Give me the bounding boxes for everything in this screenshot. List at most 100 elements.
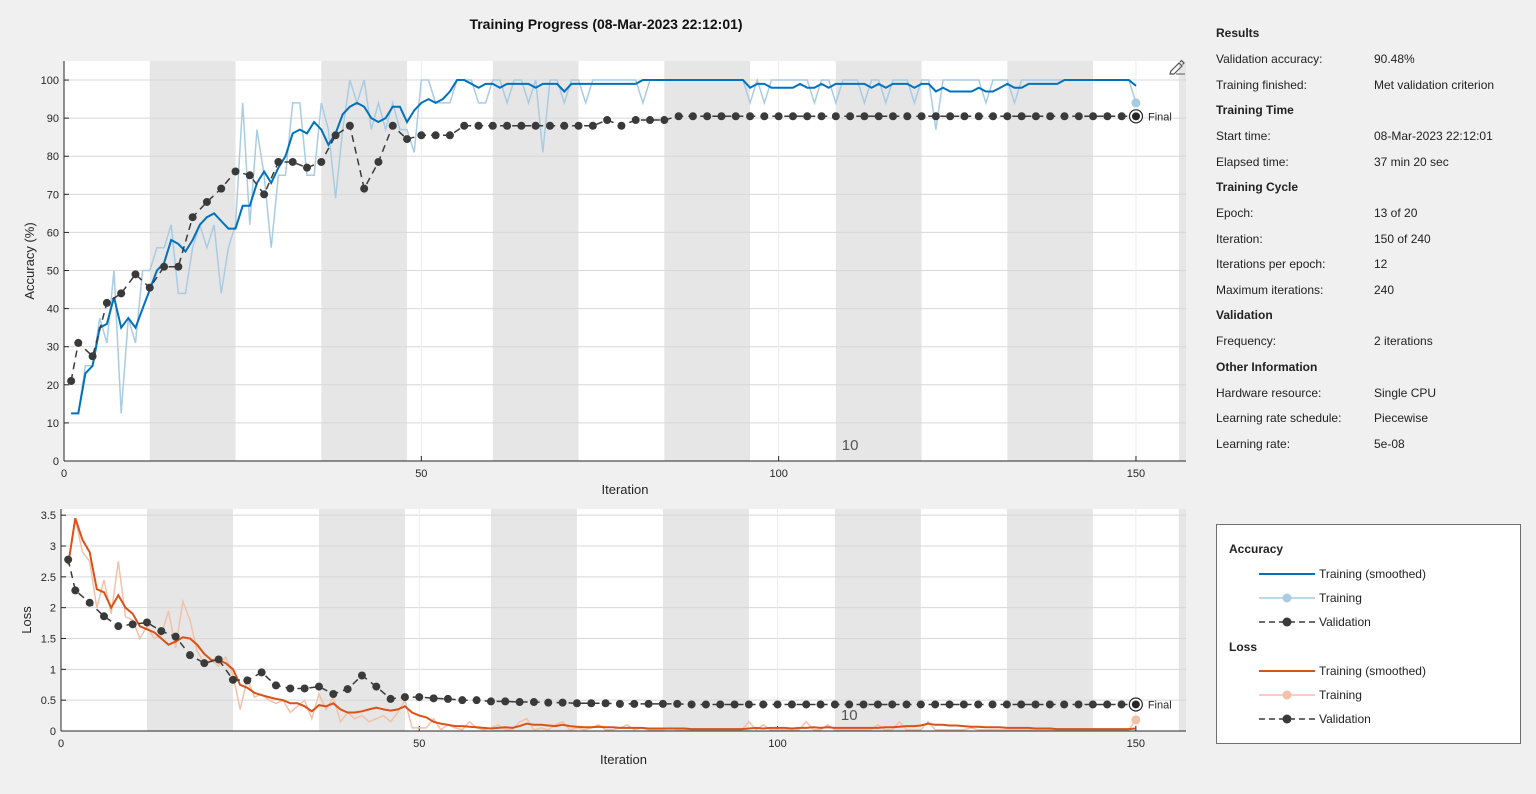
loss-validation-point: [931, 700, 940, 709]
info-value: 2 iterations: [1374, 334, 1433, 348]
x-tick-label: 150: [1127, 738, 1145, 750]
loss-plot[interactable]: 0 0.5 1 1.5 2 2.5 3 3.5 0 50 100 150 Iteration Loss 10…: [19, 509, 1186, 767]
final-label: Final: [1148, 111, 1172, 123]
info-row: Iteration: 150 of 240: [1216, 228, 1526, 254]
info-section-heading: Other Information: [1216, 359, 1318, 374]
info-value: Piecewise: [1374, 411, 1429, 425]
accuracy-validation-point: [88, 352, 97, 361]
loss-validation-point: [558, 698, 567, 707]
accuracy-validation-point: [731, 112, 740, 121]
epoch-number-label: 10: [841, 707, 858, 724]
y-tick-label: 60: [47, 227, 59, 239]
accuracy-validation-point: [617, 121, 626, 130]
loss-validation-point: [1002, 700, 1011, 709]
legend-dashed-marker-icon: [1259, 617, 1315, 627]
info-section-heading: Training Time: [1216, 103, 1294, 117]
x-tick-label: 100: [769, 468, 787, 480]
final-label: Final: [1148, 699, 1172, 711]
final-marker-dot: [1131, 112, 1140, 121]
loss-validation-point: [744, 700, 753, 709]
loss-validation-point: [759, 700, 768, 709]
info-row: Frequency: 2 iterations: [1216, 330, 1526, 356]
loss-validation-point: [658, 699, 667, 708]
accuracy-validation-point: [145, 283, 154, 292]
accuracy-validation-point: [574, 121, 583, 130]
x-tick-label: 0: [61, 468, 67, 480]
accuracy-validation-point: [460, 121, 469, 130]
info-row: Elapsed time: 37 min 20 sec: [1216, 151, 1526, 177]
accuracy-validation-point: [231, 167, 240, 176]
accuracy-validation-point: [788, 112, 797, 121]
loss-training-final-point: [1131, 715, 1141, 725]
accuracy-validation-point: [517, 121, 526, 130]
epoch-band: [1006, 509, 1093, 731]
plot-area: [64, 61, 1186, 461]
accuracy-validation-point: [67, 377, 76, 385]
accuracy-validation-point: [74, 338, 83, 347]
info-value: Met validation criterion: [1374, 77, 1495, 92]
loss-validation-point: [214, 655, 223, 664]
info-value: 08-Mar-2023 22:12:01: [1374, 129, 1493, 143]
accuracy-plot[interactable]: 0 10 20 30 40 50 60 70 80 90 100 0 50 100 150 Iteration…: [22, 61, 1186, 497]
epoch-band: [1178, 509, 1186, 731]
info-value: 37 min 20 sec: [1374, 154, 1449, 169]
loss-smoothed-line: [67, 517, 1136, 731]
y-tick-label: 50: [47, 266, 59, 278]
accuracy-validation-point: [903, 112, 912, 121]
final-marker-dot: [1131, 700, 1140, 709]
loss-validation-point: [888, 700, 897, 709]
accuracy-validation-point: [1031, 112, 1040, 121]
loss-validation-point: [1031, 700, 1040, 709]
legend-label: Validation: [1319, 615, 1371, 629]
legend-loss-training: Training: [1259, 685, 1499, 705]
loss-validation-point: [458, 696, 467, 705]
accuracy-validation-point: [488, 121, 497, 130]
accuracy-validation-point: [888, 112, 897, 121]
legend-line-icon: [1259, 670, 1315, 672]
y-tick-label: 0: [53, 456, 59, 468]
legend-accuracy-training: Training: [1259, 588, 1499, 608]
y-tick-label: 3.5: [41, 510, 56, 522]
training-info-panel: Results Validation accuracy: 90.48% Trainin…: [1216, 22, 1526, 458]
loss-validation-point: [902, 700, 911, 709]
accuracy-validation-point: [117, 289, 126, 298]
info-value: Single CPU: [1374, 385, 1437, 400]
epoch-band: [149, 61, 236, 461]
y-tick-label: 10: [47, 418, 59, 430]
y-tick-label: 30: [47, 342, 59, 354]
loss-validation-point: [787, 700, 796, 709]
info-row: Maximum iterations: 240: [1216, 279, 1526, 305]
accuracy-validation-point: [245, 171, 254, 180]
loss-validation-point: [630, 699, 639, 708]
accuracy-validation-point: [160, 262, 169, 271]
accuracy-validation-point: [188, 213, 197, 222]
loss-validation-point: [257, 668, 266, 677]
accuracy-validation-point: [1060, 112, 1069, 121]
edit-axes-icon[interactable]: [1168, 59, 1186, 75]
loss-validation-line: [67, 559, 1136, 706]
accuracy-validation-point: [217, 184, 226, 193]
loss-validation-point: [415, 693, 424, 702]
loss-validation-point: [200, 659, 209, 668]
accuracy-validation-point: [989, 112, 998, 121]
accuracy-validation-point: [288, 157, 297, 166]
accuracy-validation-point: [1117, 112, 1126, 121]
accuracy-validation-point: [1003, 112, 1012, 121]
loss-validation-point: [959, 700, 968, 709]
loss-validation-point: [773, 700, 782, 709]
y-tick-label: 40: [47, 304, 59, 316]
accuracy-validation-point: [360, 184, 369, 193]
legend-accuracy-smoothed: Training (smoothed): [1259, 564, 1499, 584]
accuracy-validation-point: [660, 116, 669, 125]
x-tick-label: 0: [58, 738, 64, 750]
loss-validation-point: [142, 618, 151, 627]
y-tick-label: 0: [50, 726, 56, 738]
y-tick-label: 90: [47, 113, 59, 125]
accuracy-validation-point: [1103, 112, 1112, 121]
x-tick-label: 150: [1127, 468, 1145, 480]
loss-validation-point: [85, 598, 94, 607]
loss-validation-point: [830, 700, 839, 709]
y-tick-label: 1.5: [41, 634, 56, 646]
y-axis-label: Accuracy (%): [22, 222, 37, 299]
